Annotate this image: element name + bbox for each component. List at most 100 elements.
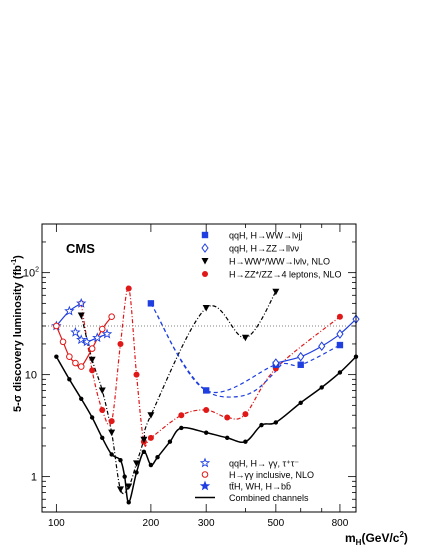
series-line-0 [55, 356, 357, 504]
x-tick-label: 100 [48, 518, 65, 529]
legendBottom-key-2 [199, 480, 211, 491]
series-2-point-11 [272, 288, 280, 296]
series-0-point-12 [155, 455, 160, 460]
x-axis-label-sub: H [356, 538, 362, 547]
series-8-point-0 [53, 322, 60, 330]
series-0-point-6 [118, 457, 123, 463]
experiment-label: CMS [66, 241, 95, 256]
series-2-point-10 [241, 334, 249, 342]
series-0-point-22 [337, 370, 343, 375]
series-0-point-3 [89, 415, 95, 420]
series-0-point-17 [243, 439, 248, 444]
series-1-point-6 [133, 371, 140, 378]
series-line-2 [80, 291, 277, 495]
series-7-point-2 [81, 336, 92, 347]
series-1-point-9 [178, 412, 185, 419]
series-0-point-7 [122, 474, 127, 479]
legendBottom-key-1 [201, 471, 209, 478]
x-axis-label-sup: 2 [399, 530, 404, 539]
series-3-point-1 [202, 387, 210, 394]
y-tick-label: 102 [23, 267, 39, 280]
series-5-point-1 [297, 351, 305, 362]
series-2-point-6 [133, 460, 141, 467]
series-7-point-1 [76, 334, 87, 345]
series-0-point-16 [225, 435, 230, 441]
x-tick-label: 500 [268, 518, 285, 529]
y-axis-label-close: ) [12, 255, 24, 259]
legendBottom-label-2: tt̄H, WH, H→bb̄ [229, 482, 291, 492]
legend-bottom: qqH, H→ γγ, τ⁺τ⁻H→γγ inclusive, NLO tt̄H,… [195, 457, 314, 503]
series-0-point-0 [54, 354, 59, 359]
series-2-point-0 [77, 312, 85, 320]
series-8-point-2 [66, 353, 73, 360]
series-0-point-9 [134, 470, 139, 475]
legendTop-label-3: H→ZZ*/ZZ→4 leptons, NLO [229, 270, 342, 280]
series-1-point-11 [224, 414, 231, 421]
series-8-point-5 [88, 345, 96, 352]
series-5-point-2 [318, 341, 326, 352]
series-0-point-5 [109, 452, 114, 457]
series-1-point-5 [125, 285, 132, 292]
series-0-point-14 [179, 425, 184, 431]
series-8-point-3 [72, 359, 79, 367]
series-0-point-18 [259, 422, 264, 428]
y-tick-label: 10 [25, 370, 37, 382]
legendTop-key-1 [201, 243, 209, 253]
series-line-3 [150, 303, 341, 393]
y-axis-label: 5-σ discovery luminosity (fb-1) [11, 255, 24, 412]
series-0-point-19 [273, 420, 279, 425]
series-1-point-14 [336, 313, 343, 320]
series-2-point-5 [125, 483, 133, 491]
series-1-point-4 [117, 340, 124, 347]
series-3-point-4 [336, 341, 344, 349]
legend-top: qqH, H→WW→lνjj qqH, H→ZZ→llνν H→WW*/WW→lνl… [201, 231, 342, 280]
series-1-point-10 [203, 407, 210, 414]
series-2-point-2 [98, 387, 106, 394]
series-0-point-8 [126, 500, 131, 505]
x-tick-label: 300 [198, 518, 215, 529]
series-1-point-3 [108, 418, 115, 425]
y-axis-label-main: 5-σ discovery luminosity (fb [12, 265, 24, 412]
legendBottom-key-0 [199, 457, 211, 468]
series-0-point-4 [100, 435, 105, 441]
plot-frame [41, 223, 357, 513]
series-8-point-1 [59, 338, 67, 346]
axis-layer: 1 10 102 100 200 300 500 800 [23, 223, 357, 529]
series-2-point-7 [140, 436, 148, 444]
series-1-point-2 [99, 407, 106, 414]
series-2-point-8 [147, 412, 155, 419]
series-7-point-0 [70, 326, 81, 337]
series-0-point-21 [319, 385, 324, 390]
x-tick-label: 800 [332, 518, 349, 529]
series-2-point-3 [108, 429, 116, 437]
legendTop-key-0 [201, 231, 209, 239]
legendBottom-label-1: H→γγ inclusive, NLO [229, 470, 314, 480]
y-tick-label-sup: 2 [35, 267, 39, 274]
series-8-point-6 [98, 325, 106, 333]
series-1-point-12 [242, 411, 249, 418]
series-1-point-8 [147, 434, 154, 441]
series-line-4 [157, 315, 282, 398]
series-8-point-7 [108, 313, 115, 320]
legendTop-key-3 [202, 271, 208, 277]
series-2-point-4 [116, 486, 124, 493]
series-6-point-2 [76, 297, 87, 308]
y-tick-label: 1 [31, 472, 37, 484]
legendTop-label-1: qqH, H→ZZ→llνν [229, 244, 300, 254]
series-0-point-11 [148, 462, 154, 468]
series-3-point-0 [147, 300, 155, 307]
legendBottom-label-3: Combined channels [229, 493, 309, 503]
series-1-point-1 [89, 367, 96, 374]
series-0-point-13 [167, 439, 173, 444]
series-5-point-3 [336, 329, 344, 339]
y-axis-label-sup: -1 [11, 259, 18, 265]
legendBottom-label-0: qqH, H→ γγ, τ⁺τ⁻ [229, 459, 299, 469]
x-axis-label: mH(GeV/c2) [345, 530, 408, 547]
series-2-point-9 [202, 305, 210, 312]
series-6-point-1 [64, 305, 75, 316]
series-line-6 [55, 302, 82, 327]
series-0-point-1 [67, 377, 72, 382]
series-7-point-3 [92, 332, 103, 343]
series-2-point-1 [88, 356, 96, 364]
